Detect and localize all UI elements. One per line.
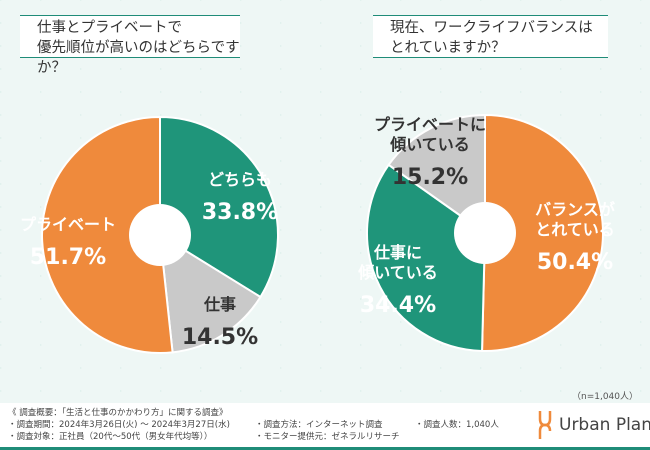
survey-footer: 《 調査概要：「生活と仕事のかかわり方」に関する調査》 ・調査期間：2024年3… bbox=[0, 403, 650, 450]
chart2-title-line1: 現在、ワークライフバランスは bbox=[390, 20, 593, 36]
survey-target: ・調査対象：正社員（20代～50代（男女年代均等）） bbox=[8, 432, 213, 442]
chart2-slice-1-label: 傾いている bbox=[357, 263, 438, 282]
brand-name: Urban Plan bbox=[559, 415, 650, 435]
chart1-slice-2-label: プライベート bbox=[20, 215, 116, 234]
chart2-slice-0-value: 50.4% bbox=[537, 250, 613, 275]
chart2-slice-2-label: プライベートに bbox=[374, 115, 486, 134]
survey-period: ・調査期間：2024年3月26日(火) ～ 2024年3月27日(水) bbox=[8, 420, 230, 430]
survey-method: ・調査方法：インターネット調査 bbox=[255, 420, 383, 430]
chart2-title-line2: とれていますか？ bbox=[390, 40, 506, 56]
chart1-slice-1-value: 14.5% bbox=[182, 325, 258, 350]
urban-plan-logo-icon bbox=[538, 411, 552, 439]
survey-count: ・調査人数：1,040人 bbox=[415, 420, 499, 430]
brand-logo: Urban Plan bbox=[537, 409, 650, 441]
chart1-title-line1: 仕事とプライベートで bbox=[37, 20, 182, 36]
chart1-center-hole bbox=[129, 204, 191, 266]
chart2-slice-0-label: バランスが bbox=[535, 200, 615, 219]
chart1-title-line2: 優先順位が高いのはどちらですか？ bbox=[37, 40, 240, 76]
chart2-slice-0 bbox=[481, 113, 604, 352]
chart1-slice-2-value: 51.7% bbox=[30, 245, 106, 270]
survey-heading: 《 調査概要：「生活と仕事のかかわり方」に関する調査》 bbox=[8, 408, 228, 418]
chart2-slice-2-label: 傾いている bbox=[389, 135, 470, 154]
chart2-slice-1 bbox=[366, 163, 487, 352]
chart1-slice-0-label: どちらも bbox=[208, 170, 272, 189]
chart2-title: 現在、ワークライフバランスは とれていますか？ bbox=[373, 15, 608, 58]
chart1-slice-2 bbox=[41, 115, 174, 354]
chart2-slice-2 bbox=[387, 113, 486, 235]
chart2-slice-1-label: 仕事に bbox=[373, 243, 422, 262]
chart1-slice-0-value: 33.8% bbox=[202, 200, 278, 225]
chart2-slice-2-value: 15.2% bbox=[392, 165, 468, 190]
chart1-slice-1 bbox=[158, 233, 262, 354]
chart1-title: 仕事とプライベートで 優先順位が高いのはどちらですか？ bbox=[20, 15, 240, 76]
sample-size-note: （n=1,040人） bbox=[571, 392, 638, 402]
chart2-center-hole bbox=[454, 202, 516, 264]
chart2-slice-0-label: とれている bbox=[535, 220, 615, 239]
chart1-slice-1-label: 仕事 bbox=[203, 295, 236, 314]
chart2-slice-1-value: 34.4% bbox=[360, 293, 436, 318]
survey-provider: ・モニター提供元：ゼネラルリサーチ bbox=[255, 432, 400, 442]
chart1-slice-0 bbox=[159, 115, 279, 299]
